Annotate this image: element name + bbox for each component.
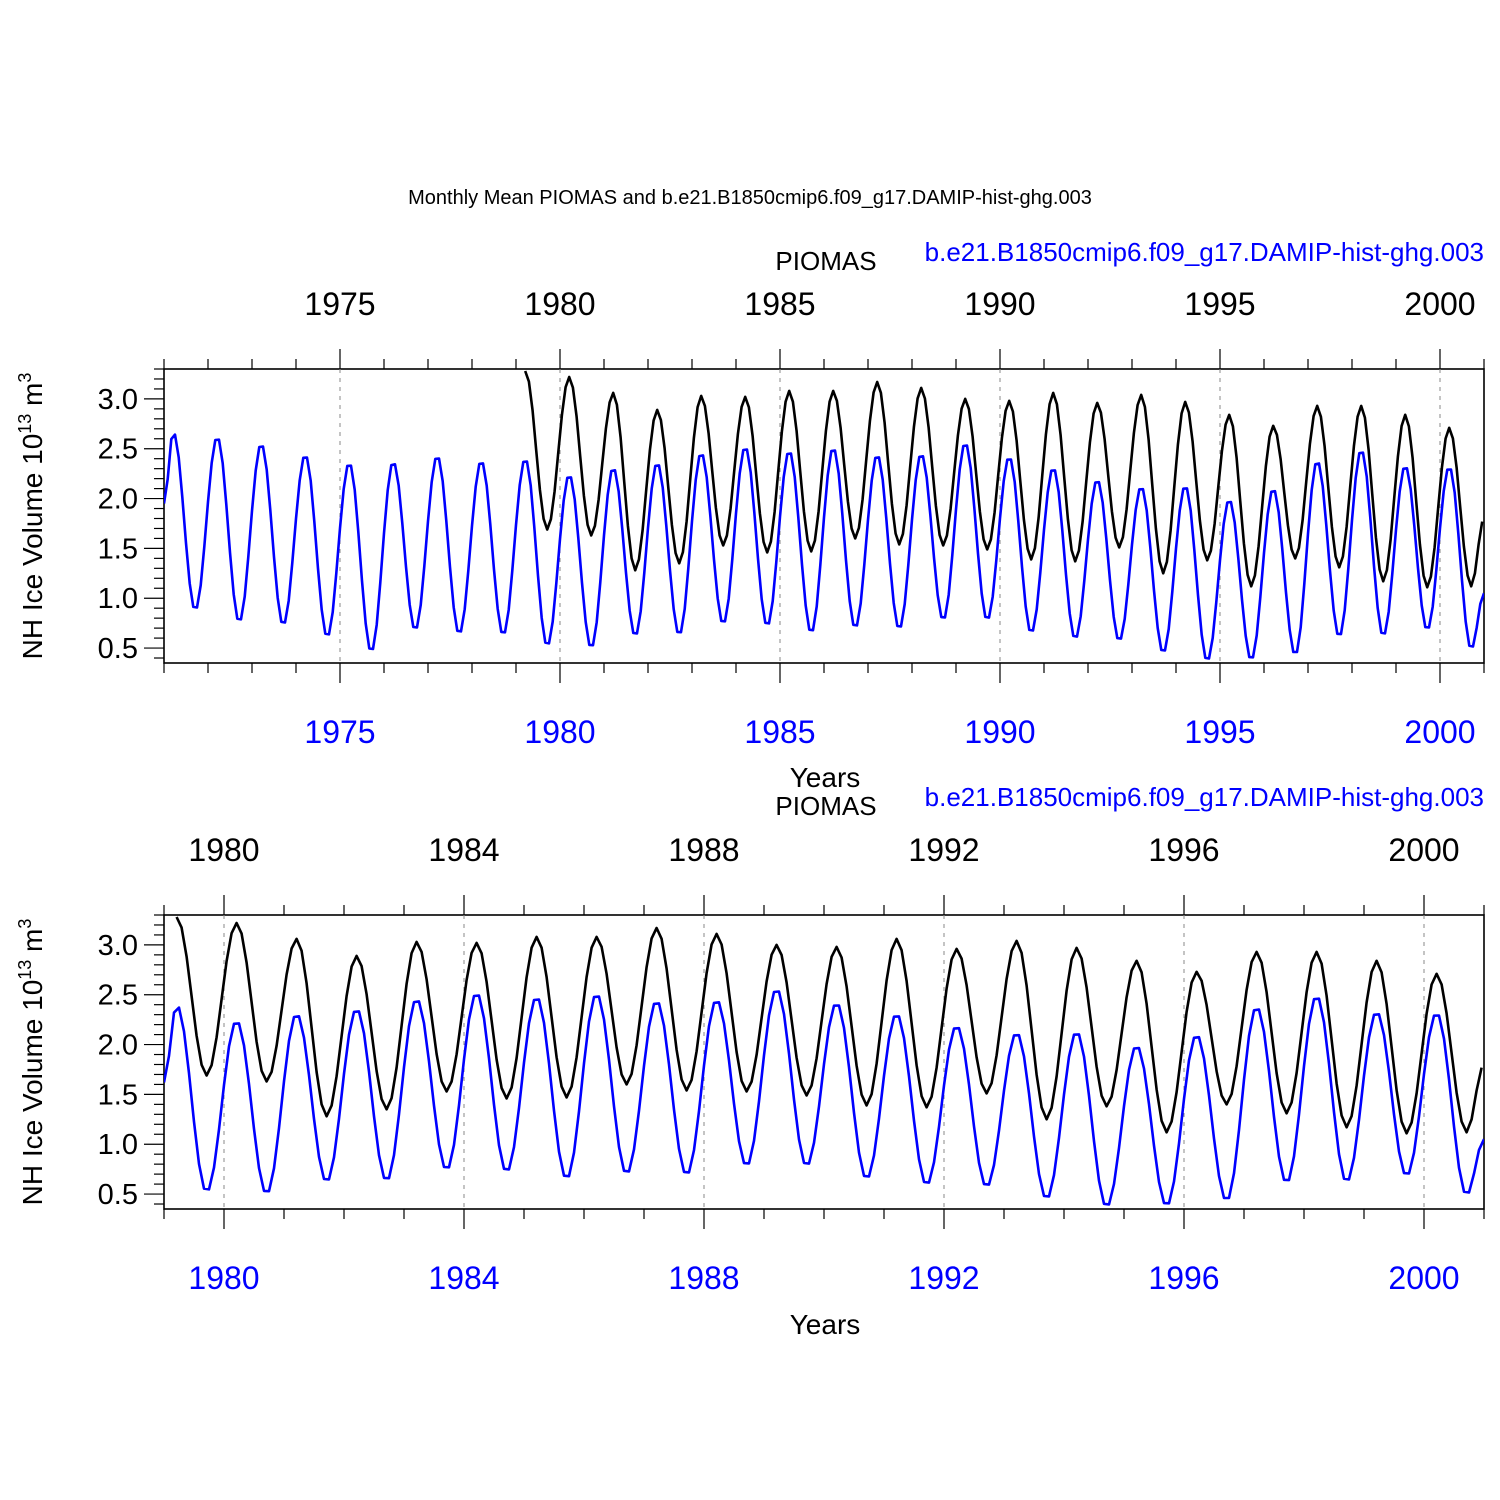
x-tick-label-top: 1984 [428, 832, 499, 868]
y-tick-label: 2.0 [98, 484, 138, 516]
x-tick-label-bottom: 1995 [1184, 714, 1255, 750]
panel-top: 0.5 1.0 1.5 2.0 2.5 3.0 1975 1975 1980 1980 1985 19… [15, 237, 1485, 793]
series-line-model [164, 990, 1484, 1206]
x-tick-label-bottom: 1985 [744, 714, 815, 750]
series-title-piomas: PIOMAS [775, 791, 876, 821]
y-tick-label: 1.5 [98, 533, 138, 565]
y-tick-label: 1.0 [98, 583, 138, 615]
x-axis-label: Years [790, 762, 861, 793]
x-tick-label-bottom: 1988 [668, 1260, 739, 1296]
y-axis-label-main: NH Ice Volume 10 [17, 980, 48, 1206]
x-tick-label-top: 1980 [524, 286, 595, 322]
x-tick-label-bottom: 1990 [964, 714, 1035, 750]
y-axis-label: NH Ice Volume 1013 m3 [15, 373, 48, 660]
y-tick-label: 2.5 [98, 980, 138, 1012]
series-line-model [164, 433, 1484, 660]
x-tick-label-top: 1975 [304, 286, 375, 322]
y-axis-label: NH Ice Volume 1013 m3 [15, 919, 48, 1206]
x-tick-label-top: 1990 [964, 286, 1035, 322]
x-axis-label: Years [790, 1309, 861, 1340]
y-axis-label-exponent: 13 [15, 414, 35, 434]
main-title: Monthly Mean PIOMAS and b.e21.B1850cmip6… [408, 187, 1092, 209]
x-tick-label-bottom: 2000 [1388, 1260, 1459, 1296]
panel-bottom: 0.5 1.0 1.5 2.0 2.5 3.0 1980 1980 1984 1984 1988 19… [15, 782, 1485, 1340]
y-tick-label: 2.5 [98, 434, 138, 466]
x-tick-label-top: 2000 [1404, 286, 1475, 322]
y-axis-label-unit-exponent: 3 [15, 919, 35, 929]
x-tick-label-bottom: 1975 [304, 714, 375, 750]
x-tick-label-top: 1980 [188, 832, 259, 868]
series-line-piomas [175, 916, 1483, 1135]
x-tick-label-bottom: 1980 [188, 1260, 259, 1296]
series-title-piomas: PIOMAS [775, 246, 876, 276]
x-tick-label-bottom: 1984 [428, 1260, 499, 1296]
x-tick-label-top: 2000 [1388, 832, 1459, 868]
series-title-model: b.e21.B1850cmip6.f09_g17.DAMIP-hist-ghg.… [925, 782, 1484, 812]
series-line-piomas [523, 370, 1484, 589]
y-axis-label-exponent: 13 [15, 960, 35, 980]
y-axis-label-unit: m [17, 383, 48, 414]
x-tick-label-top: 1985 [744, 286, 815, 322]
y-tick-label: 1.5 [98, 1079, 138, 1111]
y-tick-label: 3.0 [98, 930, 138, 962]
x-tick-label-top: 1996 [1148, 832, 1219, 868]
y-axis-label-unit-exponent: 3 [15, 373, 35, 383]
x-tick-label-bottom: 1980 [524, 714, 595, 750]
y-axis-label-unit: m [17, 929, 48, 960]
series-title-model: b.e21.B1850cmip6.f09_g17.DAMIP-hist-ghg.… [925, 237, 1484, 267]
x-tick-label-bottom: 2000 [1404, 714, 1475, 750]
x-tick-label-bottom: 1996 [1148, 1260, 1219, 1296]
y-tick-label: 0.5 [98, 1179, 138, 1211]
y-tick-label: 1.0 [98, 1129, 138, 1161]
x-tick-label-bottom: 1992 [908, 1260, 979, 1296]
y-tick-label: 3.0 [98, 384, 138, 416]
x-tick-label-top: 1995 [1184, 286, 1255, 322]
x-tick-label-top: 1988 [668, 832, 739, 868]
y-tick-label: 2.0 [98, 1030, 138, 1062]
y-tick-label: 0.5 [98, 633, 138, 665]
x-tick-label-top: 1992 [908, 832, 979, 868]
y-axis-label-main: NH Ice Volume 10 [17, 434, 48, 660]
